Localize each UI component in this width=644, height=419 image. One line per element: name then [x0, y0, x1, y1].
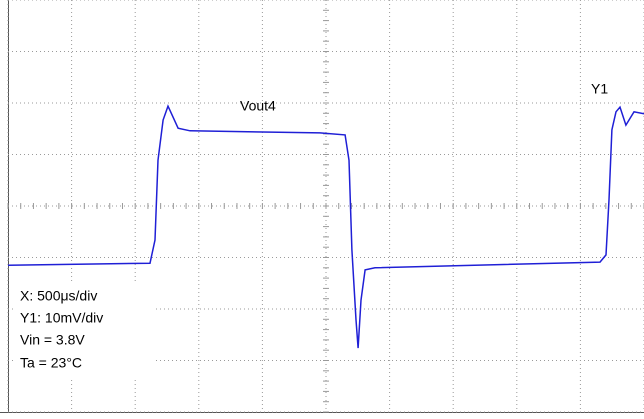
channel-label: Y1	[591, 81, 608, 97]
info-text: X: 500μs/div	[20, 288, 97, 304]
trace-label: Vout4	[240, 98, 276, 114]
waveform	[7, 104, 644, 349]
info-text: Vin = 3.8V	[20, 332, 85, 348]
info-text: Ta = 23°C	[20, 355, 82, 371]
info-text: Y1: 10mV/div	[20, 310, 103, 326]
grid	[7, 0, 644, 413]
plot	[7, 104, 644, 349]
info-backdrop	[14, 282, 154, 378]
